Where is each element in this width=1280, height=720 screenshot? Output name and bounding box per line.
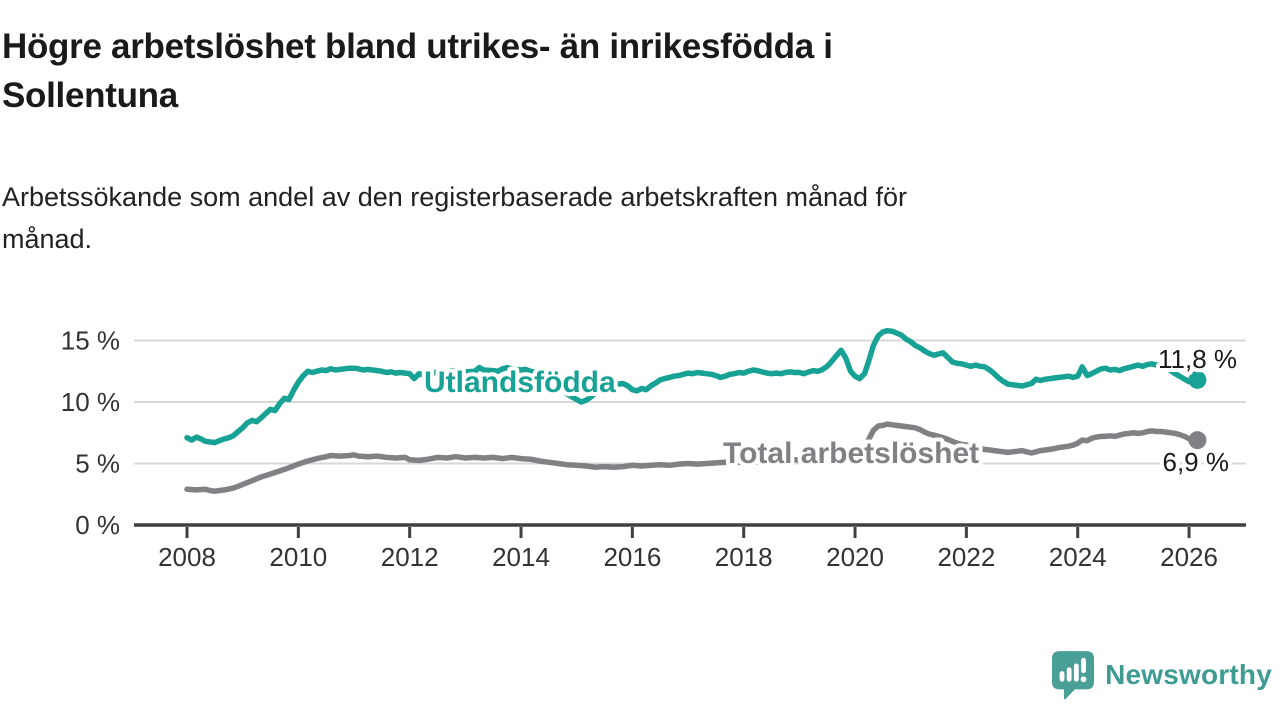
end-value-label-total-arbetsl-shet-halo: 6,9 % [1163,447,1230,477]
y-tick-label-5: 5 % [75,449,120,479]
y-tick-label-10: 10 % [61,387,120,417]
series-line-total-arbetsl-shet [184,421,1201,494]
chart-subtitle: Arbetssökande som andel av den registerb… [2,176,1202,260]
x-tick-label-2022: 2022 [937,542,995,572]
x-tick-label-2024: 2024 [1049,542,1107,572]
series-label-total-arbetsl-shet-halo: Total arbetslöshet [723,437,979,470]
chart-subtitle-line1: Arbetssökande som andel av den registerb… [2,182,908,212]
series-end-dot-utlandsf-dda [1188,370,1207,389]
page-title-line1: Högre arbetslöshet bland utrikes- än inr… [2,27,833,66]
series-label-utlandsf-dda-halo: Utlandsfödda [424,366,616,399]
y-tick-label-0: 0 % [75,510,120,540]
x-tick-label-2020: 2020 [826,542,884,572]
x-tick-label-2012: 2012 [381,542,439,572]
x-tick-label-2014: 2014 [492,542,550,572]
page-title: Högre arbetslöshet bland utrikes- än inr… [2,22,1122,120]
end-value-label-utlandsf-dda-halo: 11,8 % [1158,344,1237,374]
end-value-label-total-arbetsl-shet: 6,9 % [1163,447,1230,477]
x-tick-label-2008: 2008 [158,542,216,572]
x-tick-label-2010: 2010 [269,542,327,572]
end-value-label-utlandsf-dda: 11,8 % [1158,344,1237,374]
brand-name: Newsworthy [1105,659,1272,690]
brand-footer: Newsworthy [1051,650,1272,700]
series-label-utlandsf-dda: Utlandsfödda [424,366,616,399]
chart-subtitle-line2: månad. [2,224,93,254]
series-end-dot-total-arbetsl-shet [1188,431,1207,450]
x-tick-label-2016: 2016 [603,542,661,572]
page-title-line2: Sollentuna [2,76,178,115]
y-tick-label-15: 15 % [61,326,120,356]
bar-chart-speech-bubble-icon [1052,651,1095,700]
series-line-utlandsf-dda [184,327,1201,446]
series-label-total-arbetsl-shet: Total arbetslöshet [723,437,979,470]
x-tick-label-2018: 2018 [715,542,773,572]
x-tick-label-2026: 2026 [1160,542,1218,572]
